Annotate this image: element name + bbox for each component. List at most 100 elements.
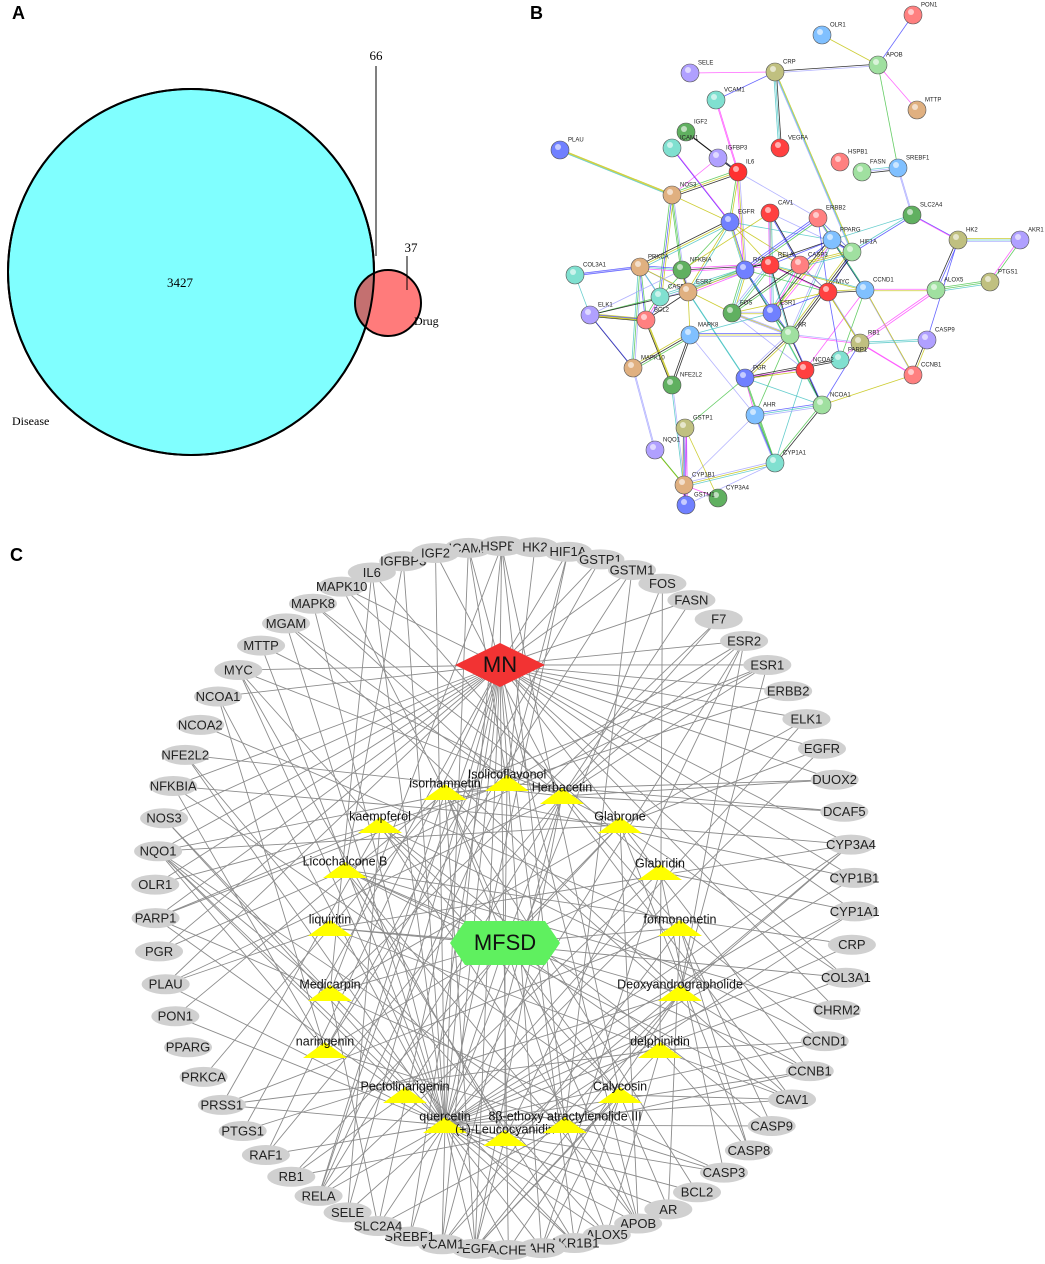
edge <box>409 664 501 1237</box>
target-label: ALOX5 <box>586 1227 628 1242</box>
protein-label: NOS3 <box>680 183 697 189</box>
ppi-edge <box>776 73 782 150</box>
protein-label: BCL2 <box>654 308 670 314</box>
edge <box>242 664 501 1132</box>
edge <box>221 1049 661 1106</box>
panel-a: A 66 3427 37 Disease Drug <box>7 3 439 456</box>
edge <box>184 754 446 1126</box>
edge <box>499 664 639 1224</box>
target-node <box>638 573 687 594</box>
protein-node <box>917 330 937 350</box>
target-node <box>826 834 875 855</box>
protein-node <box>708 148 728 168</box>
protein-label: CRP <box>783 60 796 66</box>
edge <box>172 785 621 1096</box>
ppi-edge <box>670 384 684 485</box>
ppi-edge <box>731 312 806 371</box>
protein-label: FOS <box>740 301 752 307</box>
ppi-edge <box>688 222 732 293</box>
ppi-edge <box>716 100 740 173</box>
target-node <box>131 908 180 929</box>
compound-label: kaempferol <box>349 809 411 823</box>
edge <box>344 869 837 1011</box>
compound-label: Licochalcone B <box>303 854 388 868</box>
target-node <box>176 714 225 735</box>
node-shine <box>827 234 833 240</box>
ppi-edge <box>860 340 928 345</box>
target-label: ESR2 <box>727 633 761 648</box>
edge <box>165 927 331 985</box>
node-shine <box>835 354 841 360</box>
ppi-edge <box>671 171 739 196</box>
protein-node <box>795 360 815 380</box>
compound-label: Glabrone <box>594 809 645 823</box>
protein-label: AHR <box>763 403 776 409</box>
protein-node <box>722 303 742 323</box>
ppi-edge <box>658 193 671 296</box>
edge <box>444 944 853 1126</box>
edge <box>173 664 501 787</box>
node-shine <box>765 207 771 213</box>
edge <box>312 603 446 1126</box>
protein-node <box>818 282 838 302</box>
compound-label: Pectolinarigenin <box>361 1079 450 1093</box>
edge <box>679 927 773 1127</box>
target-label: PRKCA <box>181 1069 226 1084</box>
target-node <box>743 654 792 675</box>
edge <box>444 748 823 1126</box>
edge <box>506 640 745 784</box>
protein-node <box>852 162 872 182</box>
ppi-edge <box>744 358 840 378</box>
edge <box>606 1049 661 1235</box>
protein-node <box>770 138 790 158</box>
protein-node <box>650 287 670 307</box>
ppi-edge <box>731 263 800 313</box>
protein-node <box>808 208 828 228</box>
target-node <box>241 1145 290 1166</box>
protein-label: SREBF1 <box>906 156 930 162</box>
edge <box>329 992 379 1227</box>
node-shine <box>907 209 913 215</box>
edge <box>318 782 508 1197</box>
edges <box>155 545 856 1251</box>
protein-label: HSPB1 <box>848 150 868 156</box>
protein-node <box>675 418 695 438</box>
node-shine <box>713 492 719 498</box>
edge <box>444 791 506 944</box>
target-label: HK2 <box>522 540 547 555</box>
ppi-edge <box>770 265 866 292</box>
edge <box>217 664 501 698</box>
protein-node <box>780 325 800 345</box>
ppi-edge <box>683 414 756 486</box>
ppi-edge <box>877 64 899 169</box>
edge <box>444 1124 669 1210</box>
edge <box>163 817 446 1126</box>
ppi-edge <box>746 219 820 272</box>
target-node <box>827 934 876 955</box>
ppi-edge <box>771 291 829 314</box>
target-node <box>354 1216 403 1237</box>
target-label: PRSS1 <box>201 1097 244 1112</box>
edge <box>679 927 750 1151</box>
protein-node <box>674 475 694 495</box>
target-node <box>262 613 311 634</box>
edge <box>444 977 847 1126</box>
ppi-edge <box>744 377 823 406</box>
target-node <box>782 709 831 730</box>
protein-label: CCNB1 <box>921 363 942 369</box>
ppi-edge <box>631 333 689 367</box>
ppi-edge <box>736 170 744 269</box>
target-node <box>694 609 743 630</box>
target-node <box>830 867 879 888</box>
target-node <box>161 744 210 765</box>
target-node <box>644 1199 693 1220</box>
ppi-edge <box>744 269 829 293</box>
node-shine <box>733 166 739 172</box>
ppi-edge <box>773 403 822 463</box>
edge <box>619 748 823 826</box>
edge <box>377 1124 446 1227</box>
compound-label: 8β-ethoxy atractylenolide III <box>488 1109 641 1123</box>
ppi-edge <box>737 171 819 219</box>
edge <box>265 664 501 1156</box>
protein-label: PTGS1 <box>998 270 1018 276</box>
